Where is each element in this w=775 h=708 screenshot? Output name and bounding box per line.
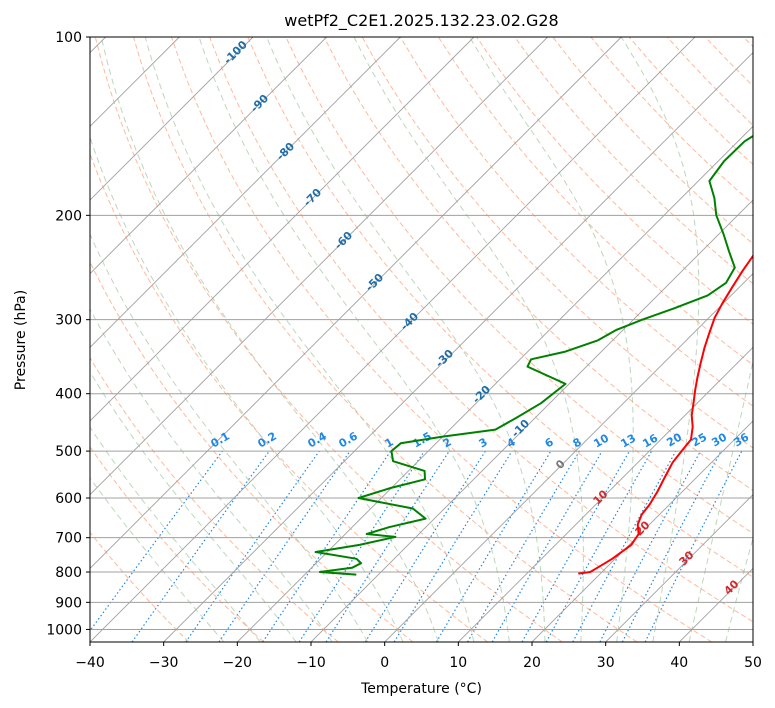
mixing-ratio-line bbox=[262, 450, 392, 642]
mixing-ratio-line bbox=[90, 450, 223, 632]
isotherm bbox=[90, 37, 475, 422]
dewpoint-line bbox=[314, 134, 753, 576]
moist-adiabat bbox=[90, 426, 261, 642]
dry-adiabat bbox=[361, 37, 753, 449]
dry-adiabat bbox=[285, 37, 753, 535]
moist-adiabat bbox=[725, 536, 753, 642]
x-tick-label: −20 bbox=[223, 655, 253, 671]
x-tick-label: 20 bbox=[523, 655, 541, 671]
y-axis-label: Pressure (hPa) bbox=[13, 290, 29, 390]
y-tick-label: 500 bbox=[55, 444, 82, 460]
moist-adiabat bbox=[688, 358, 753, 642]
moist-adiabats bbox=[90, 37, 753, 642]
mixing-ratio-line bbox=[644, 450, 743, 642]
x-tick-label: 30 bbox=[597, 655, 615, 671]
x-tick-label: 40 bbox=[670, 655, 688, 671]
x-tick-label: 0 bbox=[380, 655, 389, 671]
moist-adiabat bbox=[100, 37, 439, 642]
x-axis: −40 −30 −20 −10 0 10 20 30 40 50 bbox=[75, 655, 762, 671]
dry-adiabat bbox=[90, 531, 190, 642]
isotherm bbox=[90, 37, 696, 642]
isotherm bbox=[90, 37, 622, 569]
dry-adiabat bbox=[132, 37, 638, 642]
x-tick-label: 50 bbox=[744, 655, 762, 671]
dry-adiabats bbox=[90, 37, 753, 642]
moist-adiabat bbox=[90, 476, 225, 642]
moist-adiabat bbox=[266, 37, 546, 642]
isotherm bbox=[310, 199, 753, 642]
isotherm bbox=[90, 37, 327, 275]
mixing-ratio-line bbox=[298, 450, 425, 642]
x-tick-label: −30 bbox=[149, 655, 179, 671]
isotherm bbox=[237, 125, 753, 642]
isobar-gridlines bbox=[90, 37, 753, 630]
dry-adiabat bbox=[247, 37, 753, 578]
y-tick-label: 400 bbox=[55, 387, 82, 403]
moist-adiabat bbox=[198, 37, 510, 642]
y-tick-label: 200 bbox=[55, 208, 82, 224]
x-tick-label: −40 bbox=[75, 655, 105, 671]
mixing-ratio-line bbox=[185, 450, 320, 642]
moist-adiabat bbox=[353, 37, 584, 642]
isotherm bbox=[90, 37, 548, 496]
moist-adiabat bbox=[90, 135, 404, 642]
x-axis-label: Temperature (°C) bbox=[360, 681, 482, 697]
dry-adiabat bbox=[171, 37, 712, 642]
x-tick-label: −10 bbox=[296, 655, 326, 671]
dry-adiabat bbox=[90, 356, 339, 642]
moist-adiabat bbox=[90, 232, 369, 642]
dry-adiabat bbox=[323, 37, 753, 491]
y-tick-label: 600 bbox=[55, 491, 82, 507]
y-tick-label: 300 bbox=[55, 313, 82, 329]
dry-adiabat bbox=[94, 37, 563, 642]
dry-adiabat bbox=[399, 37, 753, 407]
y-tick-label: 800 bbox=[55, 565, 82, 581]
mixing-ratio-line bbox=[521, 450, 631, 642]
plot-frame bbox=[89, 36, 754, 643]
isotherm bbox=[90, 37, 254, 201]
chart-title: wetPf2_C2E1.2025.132.23.02.G28 bbox=[284, 11, 558, 31]
mixing-ratio-line bbox=[545, 450, 653, 642]
y-tick-label: 100 bbox=[55, 30, 82, 46]
isotherm bbox=[605, 494, 753, 642]
moist-adiabat bbox=[620, 37, 700, 642]
isotherm bbox=[90, 37, 401, 348]
mixing-ratio-line bbox=[218, 450, 351, 642]
x-tick-label: 10 bbox=[449, 655, 467, 671]
moist-adiabat bbox=[90, 308, 333, 642]
moist-adiabat bbox=[90, 370, 297, 642]
mixing-ratio-lines bbox=[90, 450, 743, 642]
y-tick-label: 700 bbox=[55, 531, 82, 547]
y-tick-label: 900 bbox=[55, 595, 82, 611]
isotherm bbox=[458, 346, 753, 642]
dry-adiabat bbox=[514, 37, 753, 285]
dry-adiabat bbox=[209, 37, 753, 623]
profile-lines bbox=[314, 134, 753, 576]
mixing-ratio-line bbox=[131, 450, 270, 642]
mixing-ratio-line bbox=[393, 450, 513, 642]
isotherm bbox=[384, 273, 753, 642]
isotherm bbox=[163, 52, 753, 642]
mixing-ratio-line bbox=[325, 450, 450, 642]
temperature-line bbox=[578, 254, 753, 575]
y-axis: 100 200 300 400 500 600 700 800 900 1000 bbox=[46, 30, 82, 638]
tick-marks bbox=[86, 36, 754, 646]
dry-adiabat bbox=[90, 152, 488, 642]
moist-adiabat bbox=[144, 37, 475, 642]
dry-adiabat bbox=[90, 446, 264, 642]
moist-adiabat bbox=[469, 37, 634, 642]
mixing-ratio-line bbox=[572, 450, 677, 642]
y-tick-label: 1000 bbox=[46, 622, 82, 638]
dry-adiabat bbox=[437, 37, 753, 366]
